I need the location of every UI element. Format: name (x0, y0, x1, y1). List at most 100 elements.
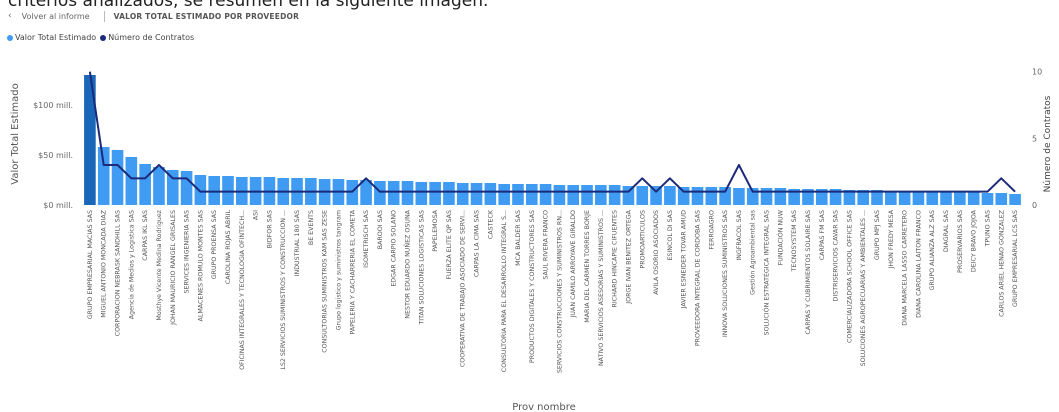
x-tick-label: JAVIER ESNEIDER TOVAR AMUD (681, 210, 688, 310)
bar-60[interactable] (912, 191, 925, 205)
x-tick-label: MIGUEL ANTONIO MONCADA DIAZ (101, 209, 108, 317)
x-tick-label: CARPAS IKL SAS (142, 210, 149, 261)
bar-48[interactable] (746, 188, 759, 205)
bar-37[interactable] (595, 185, 607, 205)
back-to-report-label: Volver al informe (21, 11, 90, 21)
legend-item-valor[interactable]: Valor Total Estimado (7, 33, 96, 42)
bar-49[interactable] (760, 188, 773, 205)
x-tick-label: CARPAS LA CIMA SAS (474, 210, 481, 277)
bar-35[interactable] (567, 185, 580, 205)
bar-30[interactable] (498, 184, 510, 205)
x-tick-label: INDUSTRIAL 180 SAS (294, 210, 301, 276)
x-tick-label: MCA BALDER SAS (515, 210, 522, 266)
bar-64[interactable] (967, 192, 980, 205)
bar-54[interactable] (829, 189, 842, 205)
bar-36[interactable] (581, 185, 593, 205)
y-tick-label: $100 mill. (33, 101, 73, 110)
bar-51[interactable] (788, 189, 800, 205)
bar-42[interactable] (664, 186, 676, 205)
x-tick-label: FERROAGRO (708, 210, 715, 250)
bar-46[interactable] (719, 187, 731, 205)
chevron-left-icon: ‹ (8, 11, 12, 21)
bar-53[interactable] (815, 189, 828, 205)
x-tick-label: ASI (253, 210, 260, 220)
x-tick-label: GRUPO PROENSA SAS (211, 210, 218, 279)
x-tick-label: NATIVO SERVICIOS ASESORIAS Y SUMINISTROS… (598, 210, 605, 366)
x-tick-label: Mosthye Vicente Medina Rodriguez (156, 209, 163, 320)
bar-52[interactable] (802, 189, 814, 205)
back-to-report-button[interactable]: ‹ Volver al informe (8, 11, 90, 21)
bar-33[interactable] (539, 184, 552, 205)
bar-62[interactable] (940, 191, 952, 205)
x-tick-label: INGFRACOL SAS (736, 210, 743, 261)
x-tick-label: BE EVENTS (308, 210, 315, 245)
bar-20[interactable] (360, 180, 372, 205)
bar-47[interactable] (733, 188, 745, 205)
x-tick-label: SERVICIOS CONSTRUCCIONES Y SUMINISTROS R… (556, 210, 563, 373)
bar-9[interactable] (208, 176, 220, 205)
bar-45[interactable] (705, 187, 718, 205)
bar-4[interactable] (139, 164, 151, 205)
bar-57[interactable] (871, 190, 883, 205)
x-tick-label: TPUNO SAS (984, 210, 991, 247)
bar-23[interactable] (401, 181, 414, 205)
bar-26[interactable] (443, 182, 455, 205)
bar-25[interactable] (429, 182, 441, 205)
bar-1[interactable] (97, 147, 110, 205)
bar-58[interactable] (885, 191, 897, 205)
bar-7[interactable] (180, 171, 193, 205)
bar-0[interactable] (84, 75, 96, 205)
bar-38[interactable] (608, 185, 621, 205)
bar-2[interactable] (111, 150, 124, 205)
y2-axis-title: Número de Contratos (1043, 95, 1053, 192)
visual-title: VALOR TOTAL ESTIMADO POR PROVEEDOR (113, 11, 300, 21)
x-tick-label: ALMACENES ROMULO MONTES SAS (197, 210, 204, 321)
x-tick-label: FUNDACIÓN NUW (775, 209, 784, 265)
bar-67[interactable] (1009, 194, 1021, 205)
x-tick-label: PROVEEDORA INTEGRAL DE CORDOBA SAS (694, 210, 701, 346)
bar-8[interactable] (194, 175, 207, 205)
x-tick-label: INNOVA SOLUCIONES SUMINISTROS SAS (722, 210, 729, 337)
bar-22[interactable] (387, 181, 400, 205)
x-tick-label: ESINCOL DI SAS (667, 210, 674, 261)
bar-5[interactable] (153, 167, 165, 205)
chart-legend: Valor Total Estimado Número de Contratos (7, 33, 198, 42)
x-tick-label: GRUPO ALIANZA ALZ SAS (929, 210, 936, 290)
bar-27[interactable] (456, 183, 469, 205)
bar-41[interactable] (650, 186, 662, 205)
contracts-line (88, 71, 1016, 193)
bar-3[interactable] (125, 157, 138, 205)
bar-66[interactable] (995, 193, 1008, 205)
bar-61[interactable] (926, 191, 939, 205)
x-tick-label: BIDFOR SAS (266, 210, 273, 248)
bar-59[interactable] (898, 191, 911, 205)
bar-10[interactable] (222, 176, 234, 205)
bar-21[interactable] (374, 181, 386, 205)
bar-40[interactable] (636, 186, 649, 205)
x-tick-label: CAROLINA ROJAS ABRIL (225, 210, 232, 285)
bar-24[interactable] (415, 182, 428, 205)
bar-63[interactable] (954, 192, 966, 205)
bar-50[interactable] (774, 188, 787, 205)
bar-65[interactable] (981, 193, 994, 205)
bar-44[interactable] (691, 187, 704, 205)
y-tick-label: $50 mill. (38, 151, 73, 160)
bar-43[interactable] (677, 187, 690, 205)
x-tick-label: CARPAS FM SAS (819, 210, 826, 260)
bar-56[interactable] (857, 190, 869, 205)
bar-29[interactable] (484, 183, 497, 205)
bar-39[interactable] (622, 186, 635, 205)
bar-31[interactable] (512, 184, 524, 205)
x-tick-label: BAROOI SAS (377, 210, 384, 249)
bar-34[interactable] (553, 185, 566, 205)
bar-28[interactable] (470, 183, 483, 205)
x-axis-title: Prov nombre (512, 402, 576, 412)
x-tick-label: PROMOARTICULOS (639, 210, 646, 269)
bar-6[interactable] (166, 170, 179, 205)
bar-55[interactable] (843, 190, 856, 205)
x-tick-label: SOLUCIÓN ESTRATÉGICA INTEGRAL SAS (762, 210, 771, 335)
bar-32[interactable] (525, 184, 538, 205)
legend-item-contratos[interactable]: Número de Contratos (100, 33, 194, 42)
y2-tick-label: 0 (1032, 201, 1037, 210)
x-tick-label: RICHARD HINCAPIE CIFUENTES (612, 210, 619, 308)
